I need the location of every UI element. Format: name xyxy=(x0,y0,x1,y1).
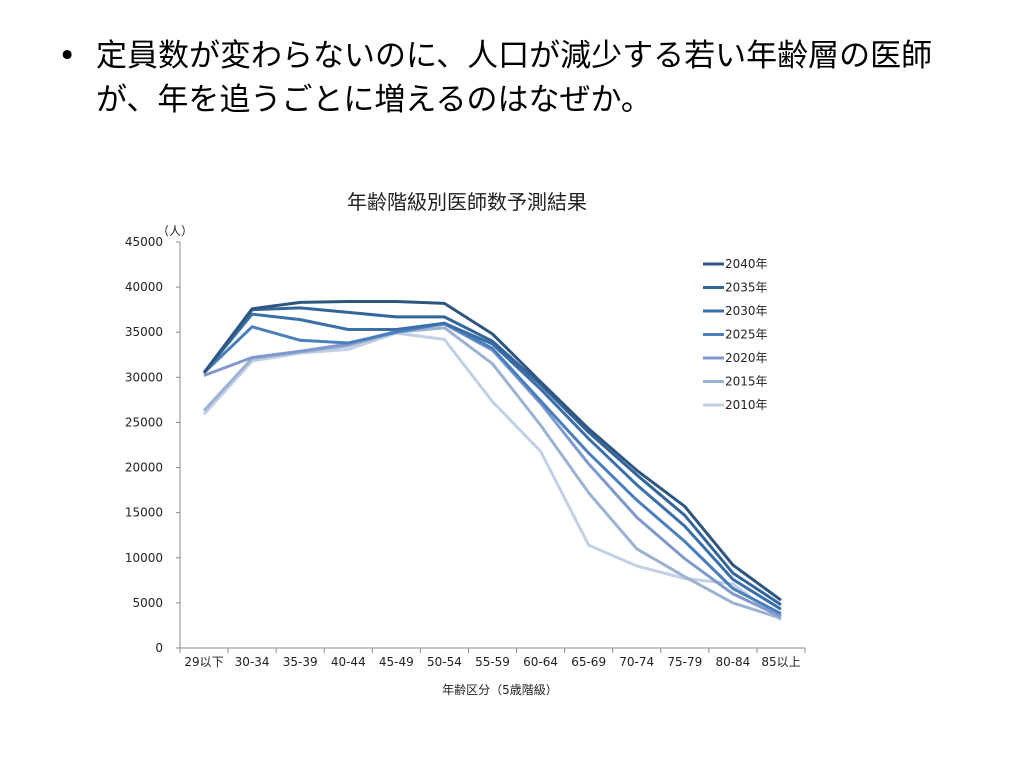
chart-title: 年齢階級別医師数予測結果 xyxy=(347,190,587,214)
x-tick-label: 30-34 xyxy=(235,655,270,669)
x-tick-label: 55-59 xyxy=(475,655,510,669)
x-tick-label: 80-84 xyxy=(715,655,750,669)
series-line-2030年 xyxy=(202,312,782,611)
legend-label: 2010年 xyxy=(725,398,768,412)
y-tick-label: 0 xyxy=(155,641,163,655)
x-tick-label: 60-64 xyxy=(523,655,558,669)
y-tick-label: 20000 xyxy=(125,461,163,475)
bullet-text: 定員数が変わらないのに、人口が減少する若い年齢層の医師が、年を追うごとに増えるの… xyxy=(96,38,933,118)
y-tick-label: 30000 xyxy=(125,370,163,384)
series-line-2035年 xyxy=(202,306,782,606)
x-tick-label: 65-69 xyxy=(571,655,606,669)
y-tick-label: 35000 xyxy=(125,325,163,339)
series-line-2040年 xyxy=(202,300,782,602)
x-tick-label: 35-39 xyxy=(283,655,318,669)
y-tick-label: 10000 xyxy=(125,551,163,565)
legend-label: 2040年 xyxy=(725,257,768,271)
chart-legend: 2040年 2035年 2030年 2025年 2020年 2015年 2010年 xyxy=(703,257,768,412)
x-tick-label: 75-79 xyxy=(667,655,702,669)
legend-label: 2030年 xyxy=(725,304,768,318)
series-line-2025年 xyxy=(202,321,782,616)
series-line-2020年 xyxy=(203,322,782,618)
x-axis-label: 年齢区分（5歳階級） xyxy=(442,682,558,697)
x-tick-label: 70-74 xyxy=(619,655,654,669)
y-tick-label: 15000 xyxy=(125,506,163,520)
y-tick-label: 45000 xyxy=(125,235,163,249)
chart-series xyxy=(202,300,782,622)
legend-label: 2015年 xyxy=(725,375,768,389)
legend-label: 2025年 xyxy=(725,328,768,342)
legend-label: 2020年 xyxy=(725,351,768,365)
x-tick-label: 85以上 xyxy=(761,655,800,669)
bullet-dot: • xyxy=(58,38,77,74)
y-axis-unit: （人） xyxy=(157,224,193,238)
x-tick-label: 29以下 xyxy=(184,655,223,669)
chart-axes: 0 5000 10000 15000 20000 25000 30000 35000 40000… xyxy=(125,235,806,669)
series-line-2015年 xyxy=(202,326,782,620)
x-tick-label: 40-44 xyxy=(331,655,366,669)
legend-label: 2035年 xyxy=(725,281,768,295)
y-tick-label: 5000 xyxy=(132,596,163,610)
y-tick-label: 25000 xyxy=(125,415,163,429)
x-tick-label: 45-49 xyxy=(379,655,414,669)
x-tick-label: 50-54 xyxy=(427,655,462,669)
series-line-2010年 xyxy=(202,331,782,622)
y-tick-label: 40000 xyxy=(125,280,163,294)
